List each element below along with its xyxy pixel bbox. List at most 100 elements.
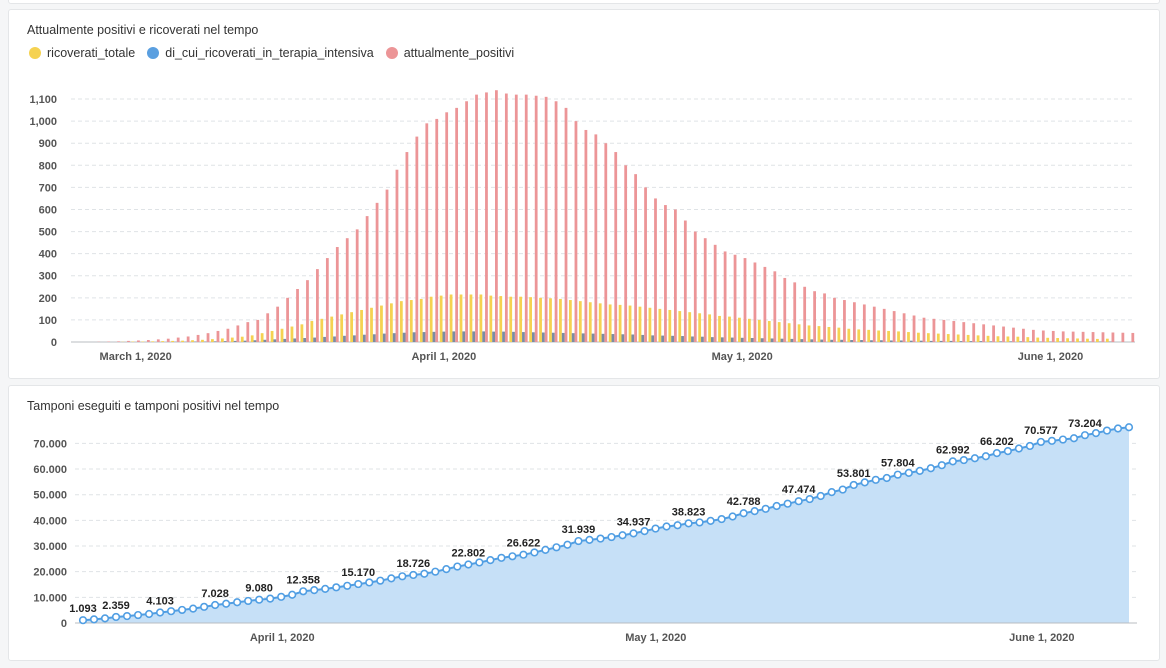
bar-ricoverati-totale — [1036, 337, 1040, 342]
data-point — [519, 550, 528, 559]
bar-ricoverati-totale — [459, 294, 463, 342]
y-tick-label: 50.000 — [33, 490, 67, 502]
bar-terapia-intensiva — [730, 337, 734, 342]
bar-ricoverati-totale — [171, 340, 175, 342]
data-point — [1025, 441, 1035, 451]
bar-terapia-intensiva — [949, 340, 953, 342]
chart-title[interactable]: Tamponi eseguiti e tamponi positivi nel … — [27, 399, 280, 413]
bar-attualmente-positivi — [644, 187, 647, 342]
bar-terapia-intensiva — [313, 337, 317, 342]
y-tick-label: 40.000 — [33, 515, 67, 527]
data-point — [750, 507, 759, 516]
bar-attualmente-positivi — [693, 231, 697, 342]
bar-terapia-intensiva — [1029, 341, 1032, 342]
legend-dot-icon — [147, 47, 160, 59]
bar-terapia-intensiva — [263, 339, 267, 342]
bar-attualmente-positivi — [1091, 332, 1095, 342]
bar-attualmente-positivi — [465, 101, 468, 343]
bar-ricoverati-totale — [270, 330, 274, 342]
bar-attualmente-positivi — [345, 238, 349, 342]
bar-ricoverati-totale — [757, 319, 761, 342]
bar-ricoverati-totale — [568, 300, 572, 342]
bar-terapia-intensiva — [512, 331, 515, 342]
bar-terapia-intensiva — [780, 338, 784, 342]
bar-attualmente-positivi — [475, 94, 478, 342]
data-point — [992, 449, 1001, 458]
bar-attualmente-positivi — [415, 136, 419, 342]
bar-ricoverati-totale — [837, 327, 841, 342]
data-label: 12.358 — [286, 574, 320, 586]
bar-attualmente-positivi — [325, 258, 329, 342]
bar-attualmente-positivi — [713, 244, 717, 342]
bar-attualmente-positivi — [435, 118, 439, 342]
bar-ricoverati-totale — [578, 301, 582, 342]
data-point — [1091, 429, 1101, 438]
bar-terapia-intensiva — [820, 339, 824, 342]
chart-legend: ricoverati_totale di_cui_ricoverati_in_t… — [29, 46, 514, 60]
x-tick-label: May 1, 2020 — [625, 632, 686, 644]
bar-attualmente-positivi — [1071, 331, 1075, 342]
data-point — [166, 607, 176, 616]
bar-attualmente-positivi — [226, 328, 230, 342]
data-label: 57.804 — [881, 458, 916, 470]
bar-ricoverati-totale — [638, 306, 642, 342]
bar-terapia-intensiva — [810, 339, 814, 342]
bar-ricoverati-totale — [598, 303, 602, 342]
y-tick-label: 900 — [39, 138, 57, 150]
bar-ricoverati-totale — [151, 341, 155, 342]
bar-terapia-intensiva — [561, 332, 565, 342]
data-point — [343, 581, 352, 590]
bar-ricoverati-totale — [976, 335, 980, 342]
bar-ricoverati-totale — [618, 304, 622, 342]
bar-terapia-intensiva — [720, 337, 724, 342]
bar-attualmente-positivi — [584, 129, 588, 342]
data-point — [915, 466, 924, 475]
data-point — [398, 572, 407, 581]
bar-terapia-intensiva — [1009, 341, 1013, 342]
data-point — [475, 558, 484, 567]
data-label: 34.937 — [617, 516, 651, 528]
bar-ricoverati-totale — [678, 311, 682, 342]
bar-attualmente-positivi — [176, 337, 180, 342]
bar-terapia-intensiva — [581, 333, 585, 342]
bar-ricoverati-totale — [1046, 337, 1050, 342]
bar-terapia-intensiva — [402, 332, 406, 342]
bar-ricoverati-totale — [469, 294, 473, 342]
data-label: 22.802 — [452, 547, 486, 559]
data-point — [640, 527, 649, 536]
legend-item-attualmente-positivi[interactable]: attualmente_positivi — [385, 46, 514, 60]
bar-attualmente-positivi — [624, 165, 628, 342]
legend-item-ricoverati-totale[interactable]: ricoverati_totale — [29, 46, 135, 60]
bar-ricoverati-totale — [1066, 338, 1069, 342]
data-point — [508, 552, 517, 561]
chart-title[interactable]: Attualmente positivi e ricoverati nel te… — [27, 23, 259, 37]
bar-attualmente-positivi — [117, 341, 120, 342]
data-label: 38.823 — [672, 506, 706, 518]
y-tick-label: 800 — [39, 160, 57, 172]
bar-terapia-intensiva — [223, 341, 227, 342]
data-point — [100, 614, 110, 623]
data-label: 9.080 — [245, 583, 273, 595]
data-point — [177, 605, 187, 615]
bar-terapia-intensiva — [442, 331, 446, 342]
legend-label: ricoverati_totale — [47, 46, 136, 60]
bar-ricoverati-totale — [1105, 338, 1109, 342]
data-point — [354, 579, 363, 589]
data-point — [739, 509, 748, 518]
bar-terapia-intensiva — [432, 331, 436, 342]
data-point — [1058, 435, 1068, 444]
bar-ricoverati-totale — [688, 312, 692, 342]
bar-ricoverati-totale — [986, 335, 990, 342]
bar-terapia-intensiva — [959, 341, 963, 342]
legend-item-terapia-intensiva[interactable]: di_cui_ricoverati_in_terapia_intensiva — [147, 46, 374, 60]
bar-terapia-intensiva — [691, 336, 694, 342]
data-point — [1047, 436, 1057, 445]
bar-terapia-intensiva — [800, 339, 804, 342]
data-point — [365, 578, 374, 587]
bar-attualmente-positivi — [1002, 326, 1005, 342]
data-point — [585, 535, 594, 544]
bar-terapia-intensiva — [641, 334, 645, 342]
bar-attualmente-positivi — [654, 198, 657, 342]
bar-attualmente-positivi — [743, 258, 747, 342]
data-point — [596, 534, 605, 543]
